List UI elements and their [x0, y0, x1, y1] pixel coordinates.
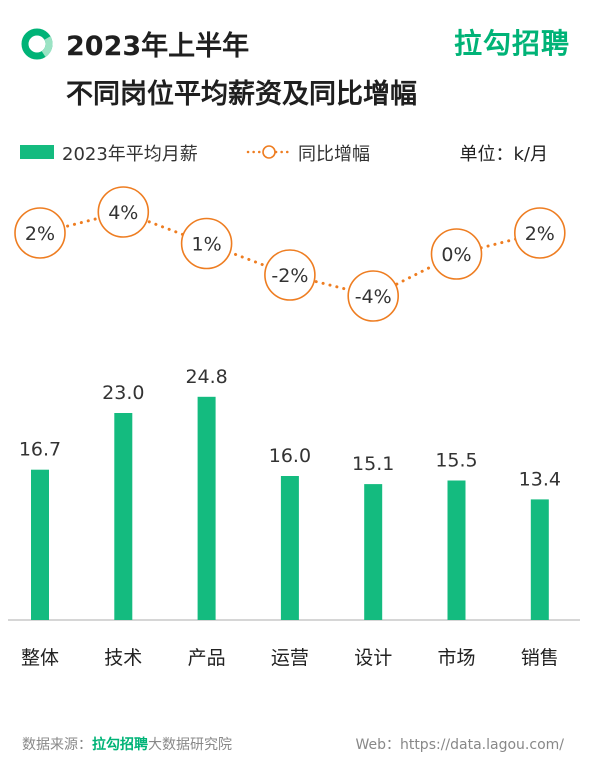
logo-ring-icon [21, 28, 53, 60]
growth-value-label-4: -4% [355, 286, 392, 308]
bar-6 [530, 499, 549, 620]
data-source: 数据来源：拉勾招聘大数据研究院 [22, 734, 232, 754]
source-brand: 拉勾招聘 [92, 737, 148, 753]
growth-value-label-3: -2% [271, 265, 308, 287]
footer: 数据来源：拉勾招聘大数据研究院 Web：https://data.lagou.c… [0, 728, 600, 758]
growth-marker-1 [97, 186, 150, 238]
category-label-3: 运营 [271, 647, 309, 669]
category-label-5: 市场 [437, 647, 475, 669]
growth-marker-5 [430, 228, 483, 280]
growth-value-label-0: 2% [25, 223, 55, 245]
chart: 16.7 整体 23.0 技术 24.8 产品 16.0 运营 15.1 设计 15.5 市场 13.4… [8, 186, 580, 669]
category-label-0: 整体 [21, 647, 59, 669]
brand-logo-text: 拉勾招聘 [453, 27, 570, 60]
category-label-1: 技术 [104, 647, 142, 669]
bar-value-label-5: 15.5 [435, 450, 477, 472]
category-label-4: 设计 [354, 647, 392, 669]
growth-value-label-5: 0% [441, 244, 471, 266]
bar-value-label-3: 16.0 [269, 445, 311, 467]
bar-value-label-6: 13.4 [519, 468, 561, 490]
legend-line-label: 同比增幅 [298, 144, 370, 165]
category-label-6: 销售 [521, 647, 559, 669]
bar-1 [114, 413, 133, 620]
bar-value-label-0: 16.7 [19, 439, 61, 461]
growth-marker-6 [513, 207, 566, 259]
growth-value-label-2: 1% [192, 234, 222, 256]
bar-0 [31, 469, 49, 620]
growth-marker-4 [347, 270, 400, 322]
legend-bar-label: 2023年平均月薪 [62, 144, 198, 165]
category-label-2: 产品 [188, 647, 226, 669]
legend: 2023年平均月薪 同比增幅 单位：k/月 [0, 136, 600, 168]
growth-marker-2 [180, 217, 233, 270]
title-line-1: 2023年上半年 [66, 31, 250, 62]
bar-value-label-2: 24.8 [185, 366, 227, 388]
bar-value-label-4: 15.1 [352, 453, 394, 475]
bar-value-label-1: 23.0 [102, 382, 144, 404]
growth-value-label-6: 2% [525, 223, 555, 245]
source-prefix: 数据来源： [22, 737, 92, 753]
bar-5 [447, 480, 466, 620]
growth-marker-0 [14, 207, 66, 259]
legend-line-swatch-icon [246, 145, 292, 159]
growth-marker-3 [264, 249, 316, 301]
web-address: Web：https://data.lagou.com/ [355, 737, 564, 753]
title-line-2: 不同岗位平均薪资及同比增幅 [66, 79, 417, 110]
source-suffix: 大数据研究院 [148, 737, 232, 753]
growth-value-label-1: 4% [108, 202, 138, 224]
header: 2023年上半年 不同岗位平均薪资及同比增幅 拉勾招聘 [0, 0, 600, 120]
bar-4 [364, 484, 383, 620]
legend-bar-swatch [20, 145, 54, 159]
bar-3 [280, 476, 299, 620]
unit-label: 单位：k/月 [459, 144, 549, 165]
bar-2 [197, 396, 216, 620]
